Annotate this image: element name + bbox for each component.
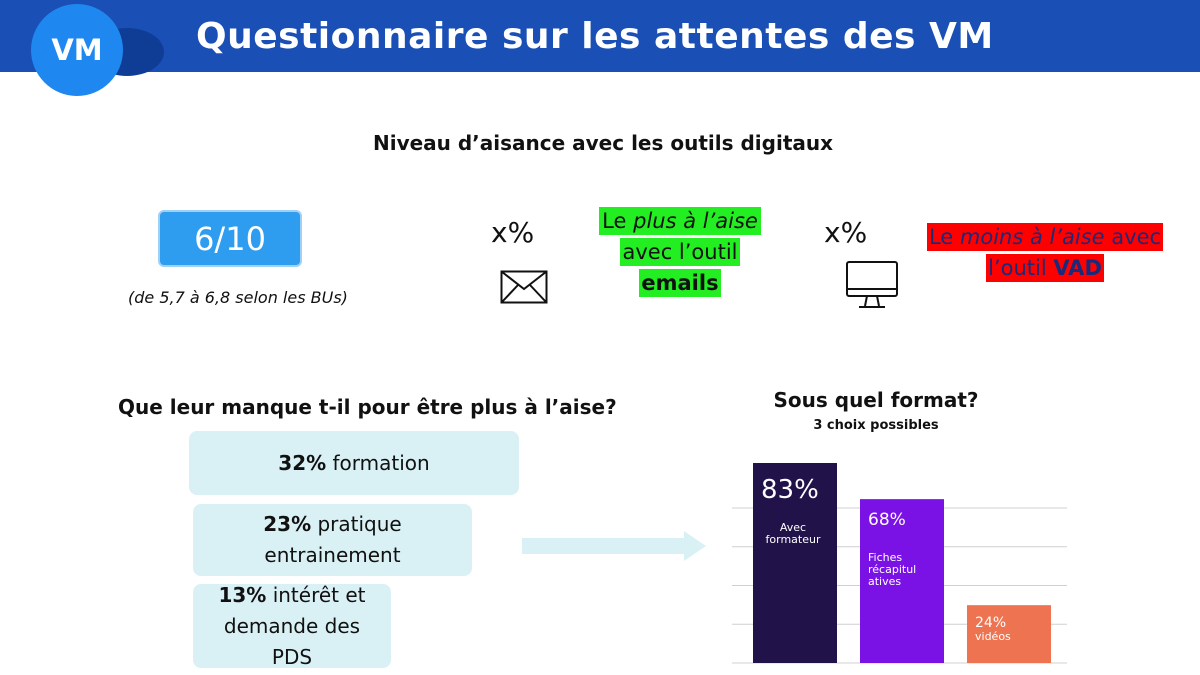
bar-category-label: atives	[868, 575, 901, 588]
monitor-icon	[845, 260, 899, 315]
header-bar	[0, 0, 1200, 72]
email-comfort-label: Le plus à l’aise avec l’outil emails	[560, 206, 800, 299]
chart-subtitle: 3 choix possibles	[813, 418, 939, 433]
vad-percent: x%	[824, 216, 868, 249]
bar-category-label: vidéos	[975, 630, 1011, 643]
page-title: Questionnaire sur les attentes des VM	[196, 16, 994, 57]
vm-logo: VM	[31, 4, 123, 96]
email-percent: x%	[491, 216, 535, 249]
section-subtitle: Niveau d’aisance avec les outils digitau…	[372, 131, 834, 155]
bar-value-label: 24%	[975, 615, 1006, 631]
right-arrow-icon	[522, 531, 706, 566]
bar-category-label: récapitul	[868, 563, 916, 576]
bar-value-label: 68%	[868, 510, 906, 530]
need-item-interet: 13% intérêt et demande des PDS	[193, 583, 391, 669]
bar	[967, 605, 1051, 663]
needs-title: Que leur manque t-il pour être plus à l’…	[118, 395, 617, 419]
vad-comfort-label: Le moins à l’aise avec l’outil VAD	[926, 223, 1164, 282]
need-item-formation: 32% formation	[189, 431, 519, 495]
need-item-pratique: 23% pratique entrainement	[193, 504, 472, 576]
bar-category-label: formateur	[766, 533, 821, 546]
bar	[860, 499, 944, 663]
bar	[753, 463, 837, 663]
envelope-icon	[500, 270, 548, 309]
bar-category-label: Fiches	[868, 551, 902, 564]
bar-value-label: 83%	[761, 475, 819, 505]
bar-category-label: Avec	[780, 521, 806, 534]
score-note: (de 5,7 à 6,8 selon les BUs)	[128, 288, 348, 307]
score-badge: 6/10	[158, 210, 302, 267]
chart-title: Sous quel format?	[773, 388, 979, 412]
